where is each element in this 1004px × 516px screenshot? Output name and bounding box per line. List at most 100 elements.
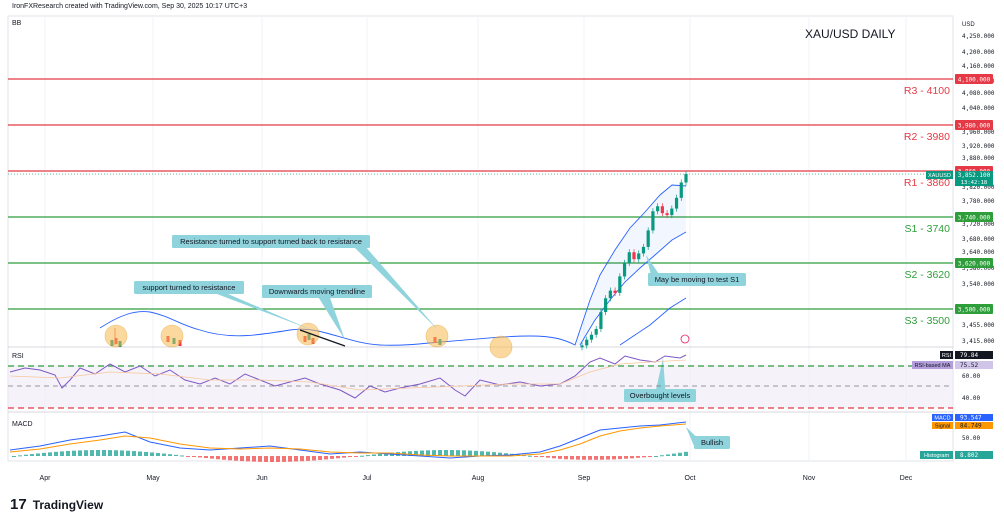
- price-tick: 3,880.000: [962, 155, 995, 162]
- level-tag-text: 4,100.000: [958, 77, 991, 84]
- histogram-bar: [78, 450, 82, 456]
- histogram-bar: [522, 455, 526, 457]
- rsi-tag-name-bg: [940, 351, 953, 359]
- rsi-band: [8, 365, 953, 408]
- callout-resistance-support-tail: [352, 245, 438, 330]
- macd-tag-bg: [932, 414, 953, 421]
- symbol-tag-text: XAUUSD: [928, 173, 951, 179]
- histogram-bar: [186, 456, 190, 457]
- last-price-tag: [955, 171, 993, 187]
- macd-label: MACD: [12, 421, 33, 428]
- histogram-bar: [36, 453, 40, 456]
- time-label-jun: Jun: [256, 475, 267, 482]
- symbol-tag: [926, 171, 953, 180]
- candle-body: [613, 290, 617, 293]
- signal-tag: Signal: [935, 424, 950, 430]
- footer-brand[interactable]: 17 TradingView: [10, 496, 103, 513]
- rsi-ma-tag-bg: [912, 361, 953, 369]
- histogram-bar: [144, 451, 148, 456]
- candle-body: [594, 328, 598, 335]
- callout-overbought-box: [624, 389, 696, 402]
- histogram-bar: [534, 456, 538, 457]
- signal-tag-bg: [932, 422, 953, 429]
- macd-tick: 50.00: [962, 435, 980, 442]
- highlight-circle: [425, 324, 449, 348]
- histogram-bar: [294, 456, 298, 462]
- bb-lower: [619, 297, 687, 346]
- attribution-text: IronFXResearch created with TradingView.…: [12, 3, 248, 10]
- level-label: S2 - 3620: [904, 269, 950, 281]
- bb-lower-mid: [579, 231, 687, 346]
- rsi-tag-name: RSI: [942, 353, 952, 359]
- price-tick: 4,200.000: [962, 49, 995, 56]
- price-tick: 4,080.000: [962, 90, 995, 97]
- histogram-bar: [630, 456, 634, 459]
- histogram-bar: [150, 452, 154, 456]
- callouts: Resistance turned to support turned back…: [134, 235, 746, 449]
- rsi-line: [9, 354, 687, 399]
- histogram-bar: [252, 456, 256, 462]
- histogram-bar: [342, 456, 346, 458]
- histogram-bar: [42, 452, 46, 456]
- price-tick: 4,040.000: [962, 105, 995, 112]
- histogram-bar: [258, 456, 262, 462]
- countdown-text: 13:42:18: [961, 180, 988, 186]
- histogram-bar: [576, 456, 580, 460]
- histogram-bar: [408, 451, 412, 456]
- callout-support-resistance-box: [134, 281, 244, 294]
- histogram-bar: [666, 454, 670, 456]
- histogram-bar: [618, 456, 622, 460]
- histogram-bar: [438, 450, 442, 456]
- level-label: R2 - 3980: [904, 131, 950, 143]
- histogram-bar: [234, 456, 238, 461]
- level-tag: [955, 212, 993, 222]
- time-label-nov: Nov: [803, 475, 816, 482]
- histogram-tag-bg: [920, 451, 953, 459]
- histogram-bar: [228, 456, 232, 461]
- price-tick: 3,820.000: [962, 184, 995, 191]
- histogram-bar: [684, 451, 688, 456]
- histogram-bar: [504, 453, 508, 456]
- rsi-panel: RSI RSI 79.84 RSI-based MA 75.52 60.00 40.00: [8, 351, 993, 409]
- histogram-tag: Histogram: [924, 453, 949, 459]
- histogram-bar: [138, 451, 142, 456]
- histogram-bar: [462, 450, 466, 456]
- histogram-bar: [282, 456, 286, 462]
- histogram-bar: [480, 451, 484, 456]
- signal-line: [9, 423, 687, 457]
- callout-support-resistance-tail: [209, 291, 312, 330]
- histogram-bar: [384, 453, 388, 456]
- callout-test-s1-text: May be moving to test S1: [655, 275, 740, 284]
- candle-body: [604, 298, 608, 313]
- candle-body: [665, 213, 669, 216]
- rsi-ma-line: [9, 359, 687, 391]
- candle-body: [641, 246, 646, 254]
- histogram-bar: [606, 456, 610, 460]
- tradingview-logo-icon: 17: [10, 496, 27, 513]
- time-label-may: May: [146, 475, 160, 482]
- histogram-bar: [216, 456, 220, 460]
- time-axis[interactable]: Apr May Jun Jul Aug Sep Oct Nov Dec: [40, 475, 913, 482]
- histogram-bar: [108, 450, 112, 456]
- callout-resistance-support-box: [172, 235, 370, 248]
- histogram-bar: [642, 456, 646, 458]
- price-tick: 4,160.000: [962, 63, 995, 70]
- histogram-bar: [492, 452, 496, 456]
- candle-body: [656, 206, 660, 212]
- histogram-bar: [426, 450, 430, 456]
- histogram-bar: [96, 450, 100, 456]
- last-price-text: 3,852.100: [958, 172, 991, 179]
- candle-body: [637, 253, 641, 260]
- histogram-bar: [192, 456, 196, 457]
- histogram-bar: [468, 450, 472, 456]
- histogram-bar: [588, 456, 592, 460]
- downward-trendline: [299, 329, 346, 347]
- histogram-bar: [318, 456, 322, 460]
- candle-body: [589, 334, 594, 340]
- level-label: S3 - 3500: [904, 315, 950, 327]
- highlight-circle: [160, 324, 184, 348]
- histogram-bar: [594, 456, 598, 460]
- rsi-ma-tag: RSI-based MA: [915, 363, 951, 369]
- histogram-bar: [444, 450, 448, 456]
- histogram-bar: [378, 453, 382, 456]
